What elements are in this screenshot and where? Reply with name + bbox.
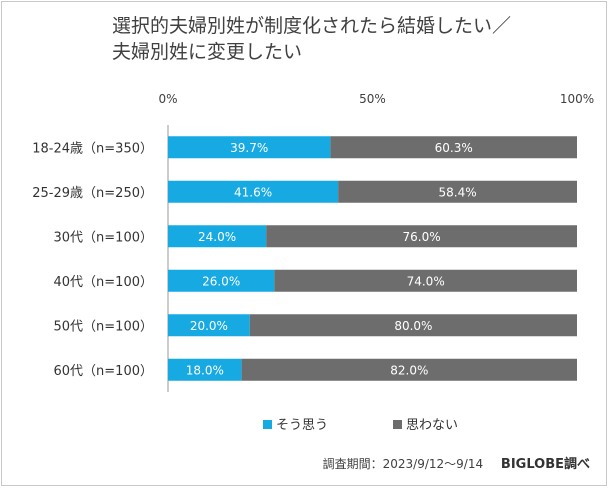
- bar-disagree: [338, 180, 577, 203]
- category-label: 40代（n=100）: [54, 275, 154, 290]
- data-label: 82.0%: [390, 363, 428, 377]
- chart-title: 選択的夫婦別姓が制度化されたら結婚したい／ 夫婦別姓に変更したい: [112, 13, 511, 65]
- category-label: 50代（n=100）: [54, 319, 154, 334]
- category-label: 30代（n=100）: [54, 230, 154, 245]
- title-line-1: 選択的夫婦別姓が制度化されたら結婚したい／: [112, 15, 512, 37]
- bar-disagree: [266, 225, 577, 248]
- footer: 調査期間：2023/9/12〜9/14 BIGLOBE調べ: [323, 453, 590, 472]
- legend-label-agree: そう思う: [276, 418, 328, 433]
- bar-agree: [168, 136, 331, 159]
- bar-agree: [168, 269, 275, 292]
- category-label: 60代（n=100）: [54, 364, 154, 379]
- brand-credit: BIGLOBE調べ: [500, 457, 590, 472]
- bar-disagree: [330, 136, 577, 159]
- bar-agree: [168, 314, 250, 337]
- data-label: 26.0%: [202, 274, 240, 288]
- data-label: 24.0%: [198, 230, 236, 244]
- data-label: 18.0%: [186, 363, 224, 377]
- x-tick-label: 0%: [158, 92, 177, 106]
- category-label: 25-29歳（n=250）: [32, 186, 153, 201]
- title-line-2: 夫婦別姓に変更したい: [112, 41, 303, 63]
- survey-period: 調査期間：2023/9/12〜9/14: [322, 457, 484, 471]
- data-label: 60.3%: [435, 141, 473, 155]
- data-label: 76.0%: [403, 230, 441, 244]
- bar-disagree: [249, 314, 578, 337]
- bar-disagree: [241, 358, 577, 381]
- legend-swatch-disagree: [393, 420, 402, 429]
- data-label: 41.6%: [234, 185, 272, 199]
- data-label: 74.0%: [407, 274, 445, 288]
- legend-label-disagree: 思わない: [406, 418, 458, 433]
- data-label: 80.0%: [394, 319, 432, 333]
- data-label: 39.7%: [230, 141, 268, 155]
- bar-agree: [168, 358, 242, 381]
- category-label: 18-24歳（n=350）: [32, 141, 153, 156]
- data-label: 58.4%: [439, 185, 477, 199]
- bar-agree: [168, 225, 267, 248]
- legend-swatch-agree: [263, 420, 272, 429]
- bar-agree: [168, 180, 339, 203]
- x-tick-label: 50%: [359, 92, 386, 106]
- bar-disagree: [274, 269, 577, 292]
- x-tick-label: 100%: [560, 92, 594, 106]
- data-label: 20.0%: [190, 319, 228, 333]
